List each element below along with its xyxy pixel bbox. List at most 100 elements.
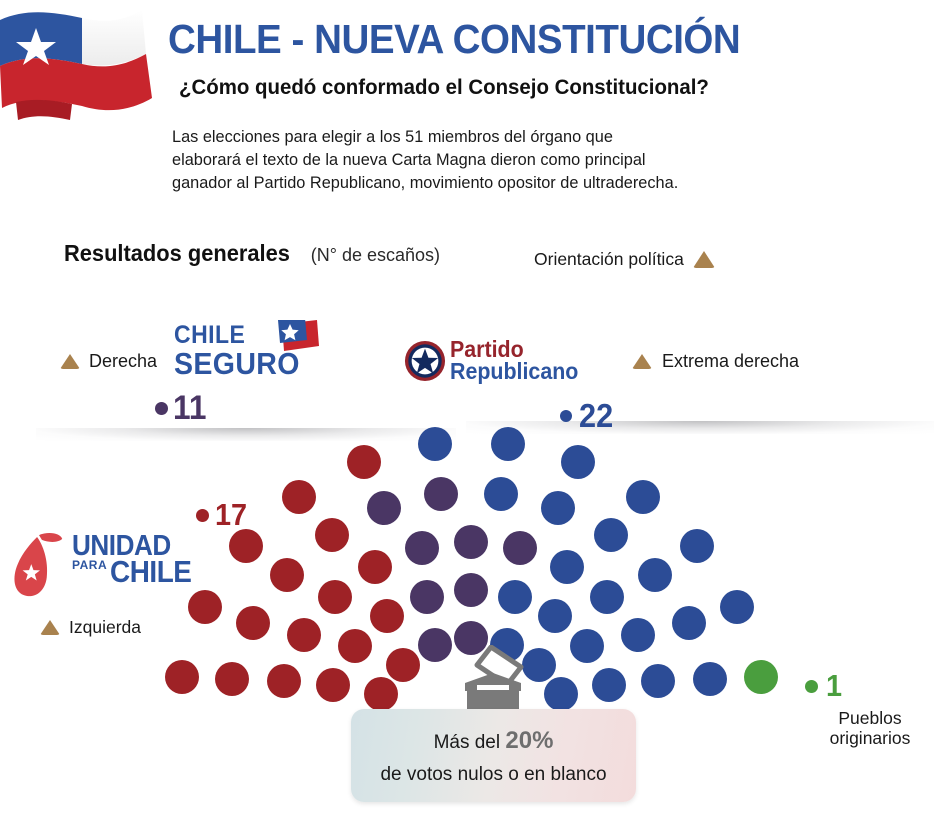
orientation-extrema-derecha-label: Extrema derecha	[662, 351, 800, 371]
seat-dot	[541, 490, 576, 525]
seat-dot	[228, 529, 263, 564]
unidad-para-chile-line-2: PARA	[72, 558, 108, 572]
seat-dot	[364, 677, 399, 712]
triangle-icon	[40, 620, 60, 635]
seat-dot	[503, 531, 538, 566]
seat-dot	[679, 529, 714, 564]
seat-dot	[164, 659, 199, 694]
seat-dot	[620, 618, 655, 653]
seat-dot	[637, 557, 672, 592]
seat-dot	[719, 590, 754, 625]
seat-dot	[490, 427, 525, 462]
intro-paragraph: Las elecciones para elegir a los 51 miem…	[172, 126, 825, 195]
partido-republicano-seats: 22	[579, 397, 614, 434]
seat-dot	[215, 661, 250, 696]
triangle-icon	[632, 354, 652, 369]
null-votes-prefix: Más del	[433, 732, 501, 753]
chile-seguro-line-1: CHILE	[174, 321, 246, 349]
seat-dot	[743, 659, 778, 694]
seat-dot	[188, 590, 223, 625]
seat-dot	[625, 479, 660, 514]
seat-dot	[358, 549, 393, 584]
seat-dot	[366, 490, 401, 525]
chile-seguro-seats: 11	[173, 389, 207, 427]
seat-dot	[315, 668, 350, 702]
orientation-izquierda: Izquierda	[40, 617, 141, 638]
seat-dot	[537, 599, 572, 633]
orientation-derecha-label: Derecha	[89, 351, 158, 371]
seat-dot	[671, 606, 706, 641]
seat-dot	[497, 579, 532, 614]
intro-line-3: ganador al Partido Republicano, movimien…	[172, 172, 679, 192]
hemicycle-seating-chart	[0, 427, 945, 760]
seat-dot	[417, 627, 452, 662]
seat-count-dot	[196, 508, 209, 522]
orientation-extrema-derecha: Extrema derecha	[632, 351, 799, 372]
partido-republicano-logo: Partido Republicano	[404, 336, 616, 388]
seat-dot	[337, 629, 372, 664]
seat-dot	[236, 606, 271, 641]
seat-dot	[404, 531, 439, 566]
null-votes-line-2: de votos nulos o en blanco	[380, 764, 607, 785]
partido-republicano-seat-count: 22	[560, 397, 616, 435]
seat-dot	[454, 621, 488, 655]
results-unit-text: (N° de escaños)	[310, 245, 441, 265]
null-votes-callout: Más del 20% de votos nulos o en blanco	[351, 709, 636, 802]
unidad-para-chile-logo: UNIDAD PARA CHILE	[10, 527, 200, 607]
seat-dot	[266, 663, 301, 698]
seat-dot	[314, 518, 349, 553]
seat-dot	[370, 599, 405, 633]
seat-dot	[454, 525, 488, 559]
seat-dot	[318, 579, 353, 614]
seat-count-dot	[560, 410, 572, 422]
results-heading-text: Resultados generales	[64, 240, 290, 266]
seat-dot	[570, 629, 605, 664]
orientation-izquierda-label: Izquierda	[69, 617, 141, 637]
seat-dot	[270, 557, 305, 592]
intro-line-1: Las elecciones para elegir a los 51 miem…	[172, 127, 613, 146]
null-votes-line-1: Más del 20%	[351, 727, 636, 755]
unidad-para-chile-seats: 17	[215, 497, 248, 532]
seat-dot	[282, 479, 317, 514]
null-votes-percent: 20%	[505, 727, 554, 754]
seat-count-dot	[805, 679, 818, 693]
partido-republicano-line-2: Republicano	[450, 358, 579, 384]
unidad-para-chile-line-3: CHILE	[110, 554, 192, 589]
chile-flag-icon	[0, 2, 164, 132]
page-subtitle: ¿Cómo quedó conformado el Consejo Consti…	[179, 75, 709, 99]
seat-dot	[346, 445, 381, 480]
seat-dot	[483, 476, 518, 511]
seat-dot	[592, 668, 627, 702]
pueblos-originarios-seats: 1	[826, 668, 843, 703]
pueblos-originarios-seat-count: 1	[805, 668, 843, 704]
unidad-para-chile-line-1: UNIDAD	[72, 530, 171, 562]
seat-count-dot	[155, 402, 168, 415]
seat-dot	[589, 579, 624, 614]
triangle-icon	[692, 251, 715, 268]
seat-dot	[549, 549, 584, 584]
seat-dot	[593, 518, 628, 553]
seat-dot	[521, 647, 556, 682]
seat-dot	[417, 427, 452, 462]
seat-dot	[410, 579, 445, 614]
seat-dot	[692, 661, 727, 696]
seat-dot	[561, 445, 596, 480]
results-section-heading: Resultados generales (N° de escaños)	[64, 240, 440, 267]
partido-republicano-line-1: Partido	[450, 336, 524, 362]
seat-dot	[424, 476, 459, 511]
orientation-label: Orientación política	[534, 249, 684, 269]
chile-seguro-line-2: SEGURO	[174, 346, 300, 381]
orientation-derecha: Derecha	[60, 351, 157, 372]
pueblos-originarios-label: Pueblos originarios	[800, 708, 940, 748]
political-orientation-legend: Orientación política	[534, 249, 715, 270]
triangle-icon	[60, 354, 80, 369]
seat-dot	[641, 663, 676, 698]
divider-left	[36, 428, 456, 441]
chile-seguro-seat-count: 11	[155, 389, 209, 428]
pueblos-originarios-line-1: Pueblos	[838, 708, 902, 728]
unidad-para-chile-seat-count: 17	[196, 497, 249, 533]
chile-seguro-logo: CHILE SEGURO	[174, 320, 324, 382]
seat-dot	[543, 677, 578, 712]
seat-dot	[386, 647, 421, 682]
